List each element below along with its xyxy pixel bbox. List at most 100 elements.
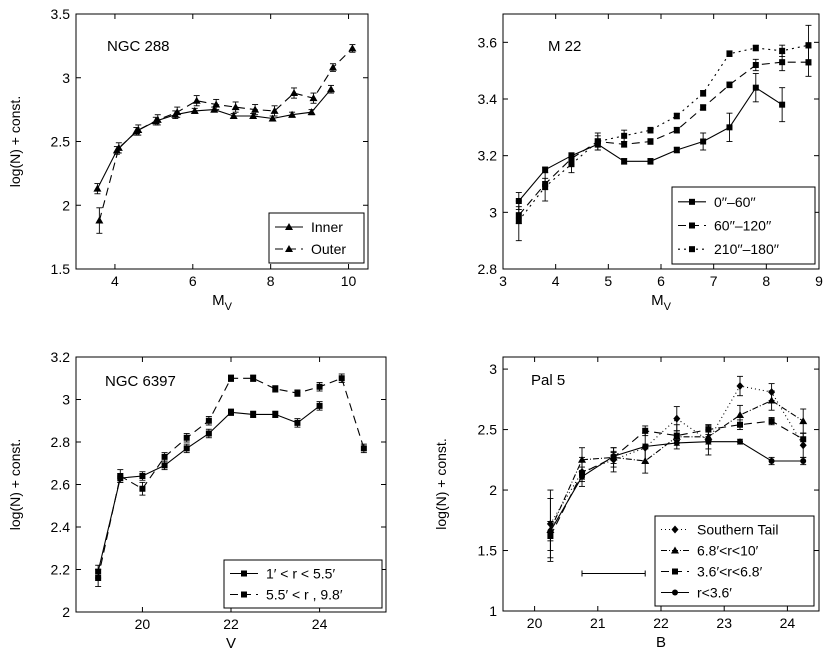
data-point	[673, 432, 680, 439]
data-point	[752, 62, 759, 68]
data-point	[327, 85, 336, 93]
series-2	[95, 44, 357, 234]
data-point	[229, 112, 238, 119]
legend-label: Outer	[311, 241, 346, 257]
series-3	[515, 24, 812, 242]
y-tick-label: 1.5	[51, 261, 71, 277]
panel-label: M 22	[548, 38, 581, 55]
data-point	[161, 453, 168, 460]
x-axis-label-sub: V	[664, 301, 672, 313]
x-tick-label: 20	[135, 616, 151, 632]
y-tick-label: 3.4	[478, 91, 498, 107]
data-point	[348, 44, 357, 52]
data-point	[726, 81, 733, 88]
legend-label: 0′′–60′′	[714, 194, 756, 210]
data-point	[95, 216, 104, 224]
legend-marker	[672, 568, 678, 575]
data-point	[800, 436, 807, 443]
data-point	[228, 409, 234, 416]
data-point	[183, 434, 190, 441]
x-tick-label: 22	[223, 616, 239, 632]
x-axis-label-sub: V	[225, 301, 233, 313]
y-tick-label: 2.8	[478, 261, 498, 277]
y-axis-label: log(N) + const.	[7, 96, 23, 187]
data-point	[752, 45, 759, 51]
panel-label: NGC 288	[107, 38, 170, 55]
y-tick-label: 3.2	[51, 349, 71, 365]
data-point	[249, 112, 258, 119]
data-point	[316, 402, 323, 409]
y-tick-label: 3	[489, 361, 497, 377]
series-2	[95, 373, 367, 587]
data-point	[800, 458, 807, 465]
x-tick-label: 7	[710, 273, 718, 289]
data-point	[294, 419, 301, 426]
legend-marker	[285, 223, 293, 230]
data-point	[700, 90, 707, 97]
data-point	[704, 432, 713, 440]
y-tick-label: 2.4	[51, 519, 71, 535]
legend: Southern Tail 6.8′<r<10′ 3.6′<r<6.8′ r<3.6′	[654, 515, 815, 607]
data-point	[673, 414, 681, 423]
x-tick-label: 4	[111, 273, 119, 289]
data-point	[190, 106, 199, 114]
data-point	[768, 458, 775, 465]
x-tick-label: 8	[267, 273, 275, 289]
data-point	[288, 110, 297, 118]
y-tick-label: 3	[62, 70, 70, 86]
data-point	[328, 63, 337, 71]
data-point	[767, 396, 776, 404]
x-tick-label: 6	[657, 273, 665, 289]
legend-label: Inner	[311, 219, 343, 235]
x-axis-label-main: M	[651, 292, 664, 309]
y-tick-label: 3.6	[478, 34, 498, 50]
data-point	[205, 417, 212, 424]
y-tick-label: 2.6	[51, 477, 71, 493]
data-point	[515, 217, 522, 224]
data-point	[621, 141, 628, 148]
x-tick-label: 10	[341, 273, 357, 289]
legend-label: r<3.6′	[697, 585, 732, 601]
x-axis-label-main: V	[226, 635, 236, 652]
series-1	[95, 401, 323, 579]
data-point	[231, 103, 240, 111]
legend: 1′ < r < 5.5′ 5.5′ < r , 9.8′	[223, 559, 383, 609]
legend-label: 60′′–120′′	[714, 218, 772, 234]
panel-label: NGC 6397	[105, 373, 176, 390]
data-point	[726, 50, 733, 57]
data-point	[647, 138, 654, 145]
x-axis-label: V	[226, 635, 236, 652]
data-point	[736, 382, 744, 391]
y-tick-label: 2.5	[478, 422, 498, 438]
x-tick-label: 20	[527, 615, 543, 631]
data-point	[153, 115, 162, 123]
data-point	[210, 105, 219, 113]
x-axis-label-main: B	[656, 634, 666, 651]
data-point	[642, 443, 649, 450]
series-line	[97, 377, 365, 579]
data-point	[251, 105, 260, 113]
data-point	[726, 124, 733, 131]
y-tick-label: 3	[489, 204, 497, 220]
panel-label: Pal 5	[531, 372, 565, 389]
y-axis-label: log(N) + const.	[433, 438, 449, 529]
data-point	[360, 445, 367, 452]
data-point	[752, 84, 759, 91]
data-point	[610, 453, 617, 460]
legend-box	[223, 559, 383, 609]
legend-label: 6.8′<r<10′	[697, 543, 759, 559]
data-point	[272, 385, 279, 392]
x-tick-label: 9	[815, 273, 823, 289]
y-tick-label: 2	[62, 197, 70, 213]
x-axis-label-main: M	[212, 292, 225, 309]
legend-marker	[241, 591, 247, 598]
data-point	[139, 473, 146, 479]
y-axis-label: log(N) + const.	[7, 439, 23, 530]
data-point	[736, 411, 744, 419]
data-point	[779, 59, 786, 66]
data-point	[307, 108, 316, 116]
